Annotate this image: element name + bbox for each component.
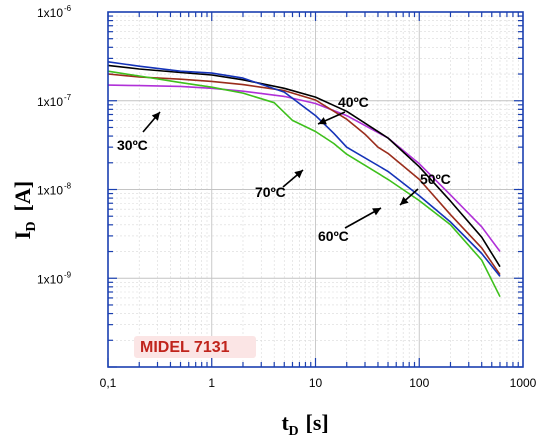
x-tick-label: 1 [208,376,215,390]
series-line-4 [107,61,501,277]
x-axis-title-unit: [s] [306,410,329,435]
annotation-label-1: 30ºC [117,137,148,153]
annotation-arrow-head-4 [372,208,381,216]
annotation-label-4: 60ºC [318,228,349,244]
x-axis-title: t [282,410,290,435]
series-line-5 [107,70,501,298]
x-axis-title-subscript: D [289,424,299,439]
x-tick-label: 0,1 [100,376,117,390]
annotation-arrow-head-2 [318,117,327,125]
annotation-label-2: 40ºC [338,94,369,110]
annotation-arrow-head-1 [151,112,160,121]
x-tick-label: 100 [409,376,429,390]
series-line-3 [107,73,501,276]
series-lines [107,61,501,298]
y-tick-label: 1x10 [37,95,63,109]
y-tick-label-exponent: -8 [64,182,72,191]
y-axis-title: I [10,231,35,240]
annotation-arrow-head-5 [294,170,303,179]
annotation-label-3: 50ºC [420,171,451,187]
x-tick-label: 1000 [510,376,537,390]
x-tick-label: 10 [309,376,323,390]
series-line-2 [107,64,501,268]
y-axis-title-unit: [A] [10,181,35,212]
sample-label: MIDEL 7131 [140,339,230,356]
grid [108,12,523,367]
y-tick-label-exponent: -7 [64,93,72,102]
annotation-label-5: 70ºC [255,184,286,200]
plot-frame [107,11,524,368]
y-tick-label: 1x10 [37,184,63,198]
y-tick-label-exponent: -6 [64,4,72,13]
annotations: 30ºC 40ºC 50ºC 60ºC 70ºC [117,94,451,244]
y-tick-label-exponent: -9 [64,270,72,279]
y-tick-label: 1x10 [37,272,63,286]
series-line-1 [107,84,501,252]
y-axis-title-subscript: D [24,221,39,231]
sample-label-background [134,336,256,358]
y-tick-label: 1x10 [37,6,63,20]
annotation-arrow-head-3 [400,196,409,205]
